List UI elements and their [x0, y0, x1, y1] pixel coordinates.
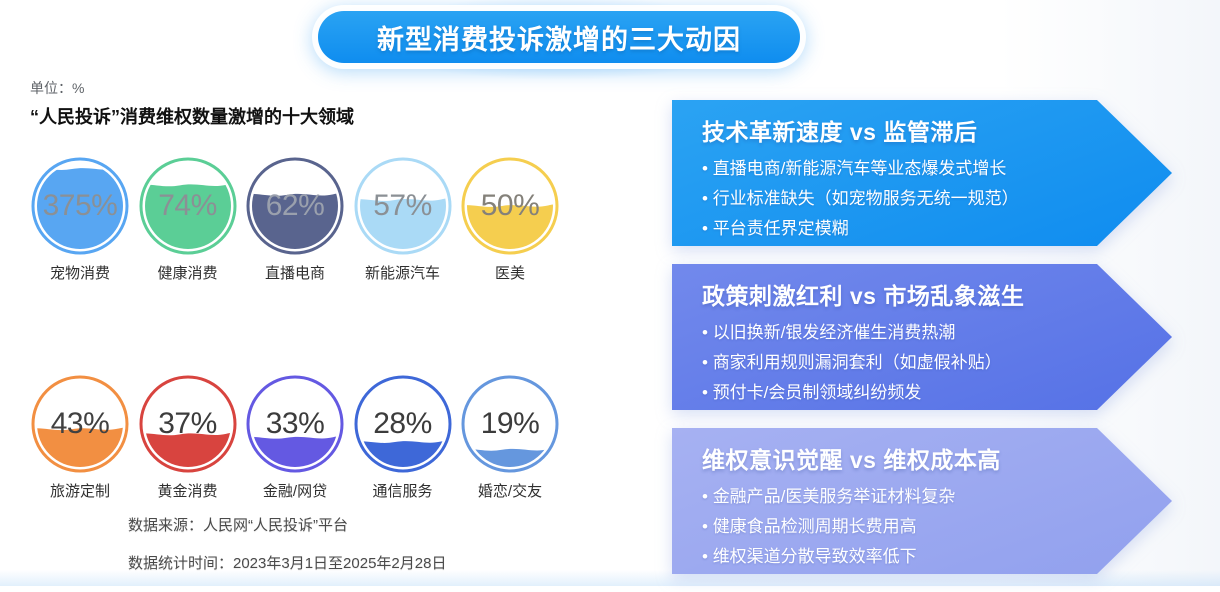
gauge-label: 婚恋/交友 [477, 483, 543, 500]
category-gauge: 28% 通信服务 [353, 374, 453, 501]
category-gauge: 57% 新能源汽车 [353, 156, 453, 283]
category-gauge: 62% 直播电商 [245, 156, 345, 283]
reason-bullet: 健康食品检测周期长费用高 [702, 518, 1082, 535]
liquid-gauge-svg [461, 157, 559, 255]
liquid-gauge-svg [139, 375, 236, 473]
reason-arrow-wrap: 政策刺激红利 vs 市场乱象滋生 以旧换新/银发经济催生消费热潮商家利用规则漏洞… [672, 264, 1172, 410]
liquid-gauge-graphic [138, 156, 238, 256]
liquid-gauge-svg [139, 157, 236, 255]
reason-title: 维权意识觉醒 vs 维权成本高 [702, 447, 1001, 473]
category-gauge: 33% 金融/网贷 [245, 374, 345, 501]
reason-bullets: 直播电商/新能源汽车等业态爆发式增长行业标准缺失（如宠物服务无统一规范） 平台责任… [702, 160, 1082, 237]
liquid-gauge-svg [354, 375, 451, 473]
liquid-gauge: 33% [245, 374, 345, 474]
reason-arrow-wrap: 维权意识觉醒 vs 维权成本高 金融产品/医美服务举证材料复杂健康食品检测周期长… [672, 428, 1172, 574]
liquid-gauge: 37% [138, 374, 238, 474]
liquid-gauge-graphic [245, 374, 345, 474]
reason-title: 技术革新速度 vs 监管滞后 [702, 119, 978, 145]
page-title-banner: 新型消费投诉激增的三大动因 [318, 11, 800, 63]
liquid-gauge: 62% [245, 156, 345, 256]
unit-label: 单位：% [30, 80, 85, 96]
liquid-gauge-svg [246, 375, 344, 473]
category-gauge: 19% 婚恋/交友 [460, 374, 560, 501]
gauge-label: 新能源汽车 [364, 265, 440, 282]
category-gauge: 50% 医美 [460, 156, 560, 283]
reasons-panel: 技术革新速度 vs 监管滞后 直播电商/新能源汽车等业态爆发式增长行业标准缺失（… [672, 100, 1172, 592]
category-gauge: 37% 黄金消费 [138, 374, 238, 501]
liquid-gauge: 19% [460, 374, 560, 474]
gauge-value: 375% [42, 189, 118, 222]
gauge-value: 74% [158, 189, 217, 222]
reason-title: 政策刺激红利 vs 市场乱象滋生 [702, 283, 1025, 309]
liquid-gauge-graphic [30, 374, 130, 474]
reason-bullet: 平台责任界定模糊 [702, 220, 1082, 237]
gauge-label: 黄金消费 [157, 483, 218, 500]
reason-bullets: 金融产品/医美服务举证材料复杂健康食品检测周期长费用高维权渠道分散导致效率低下 [702, 488, 1082, 565]
gauge-label: 医美 [494, 265, 525, 282]
category-gauge: 43% 旅游定制 [30, 374, 130, 501]
liquid-gauge: 57% [353, 156, 453, 256]
background-bottom-tint [0, 570, 1220, 586]
gauge-value: 37% [158, 407, 217, 440]
liquid-gauge-svg [31, 157, 129, 255]
liquid-gauge-graphic [460, 156, 560, 256]
liquid-gauge-svg [354, 157, 451, 255]
gauge-label: 通信服务 [372, 483, 433, 500]
data-source-line: 数据来源：人民网“人民投诉”平台 [128, 517, 348, 534]
reason-arrow: 政策刺激红利 vs 市场乱象滋生 以旧换新/银发经济催生消费热潮商家利用规则漏洞… [672, 264, 1172, 410]
gauge-value: 50% [480, 189, 540, 222]
gauge-row-bottom: 43% 旅游定制 37% 黄金消费 33% 金融/网贷 28% 通信服务 19%… [30, 374, 560, 501]
gauge-label: 直播电商 [264, 265, 325, 282]
reason-bullet: 行业标准缺失（如宠物服务无统一规范） [702, 190, 1082, 207]
liquid-gauge-graphic [245, 156, 345, 256]
section-title: “人民投诉”消费维权数量激增的十大领域 [30, 107, 354, 127]
liquid-gauge-svg [246, 157, 344, 255]
liquid-gauge: 375% [30, 156, 130, 256]
gauge-value: 19% [480, 407, 540, 440]
reason-bullet: 金融产品/医美服务举证材料复杂 [702, 488, 1082, 505]
reason-arrow: 维权意识觉醒 vs 维权成本高 金融产品/医美服务举证材料复杂健康食品检测周期长… [672, 428, 1172, 574]
gauge-label: 金融/网贷 [262, 483, 328, 500]
reason-bullets: 以旧换新/银发经济催生消费热潮商家利用规则漏洞套利（如虚假补贴） 预付卡/会员制领… [702, 324, 1082, 401]
gauge-value: 33% [265, 407, 325, 440]
liquid-gauge: 74% [138, 156, 238, 256]
liquid-gauge-graphic [30, 156, 130, 256]
liquid-gauge-svg [461, 375, 559, 473]
liquid-gauge-graphic [460, 374, 560, 474]
liquid-gauge: 43% [30, 374, 130, 474]
gauge-row-top: 375% 宠物消费 74% 健康消费 62% 直播电商 57% 新能源汽车 50… [30, 156, 560, 283]
liquid-gauge-graphic [353, 374, 453, 474]
gauge-label: 宠物消费 [49, 265, 110, 282]
liquid-gauge: 28% [353, 374, 453, 474]
gauge-value: 28% [373, 407, 432, 440]
gauge-value: 43% [50, 407, 110, 440]
liquid-gauge: 50% [460, 156, 560, 256]
data-source-block: 数据来源：人民网“人民投诉”平台 数据统计时间：2023年3月1日至2025年2… [128, 514, 446, 573]
data-period-line: 数据统计时间：2023年3月1日至2025年2月28日 [128, 555, 447, 572]
reason-arrow-wrap: 技术革新速度 vs 监管滞后 直播电商/新能源汽车等业态爆发式增长行业标准缺失（… [672, 100, 1172, 246]
reason-bullet: 以旧换新/银发经济催生消费热潮 [702, 324, 1082, 341]
liquid-gauge-svg [31, 375, 129, 473]
reason-bullet: 预付卡/会员制领域纠纷频发 [702, 384, 1082, 401]
gauge-value: 62% [265, 189, 325, 222]
reason-bullet: 直播电商/新能源汽车等业态爆发式增长 [702, 160, 1082, 177]
category-gauge: 74% 健康消费 [138, 156, 238, 283]
reason-bullet: 维权渠道分散导致效率低下 [702, 548, 1082, 565]
reason-arrow: 技术革新速度 vs 监管滞后 直播电商/新能源汽车等业态爆发式增长行业标准缺失（… [672, 100, 1172, 246]
gauge-value: 57% [373, 189, 432, 222]
page-title: 新型消费投诉激增的三大动因 [377, 24, 741, 55]
liquid-gauge-graphic [138, 374, 238, 474]
liquid-gauge-graphic [353, 156, 453, 256]
gauge-label: 旅游定制 [49, 483, 110, 500]
reason-bullet: 商家利用规则漏洞套利（如虚假补贴） [702, 354, 1082, 371]
gauge-label: 健康消费 [157, 265, 218, 282]
category-gauge: 375% 宠物消费 [30, 156, 130, 283]
